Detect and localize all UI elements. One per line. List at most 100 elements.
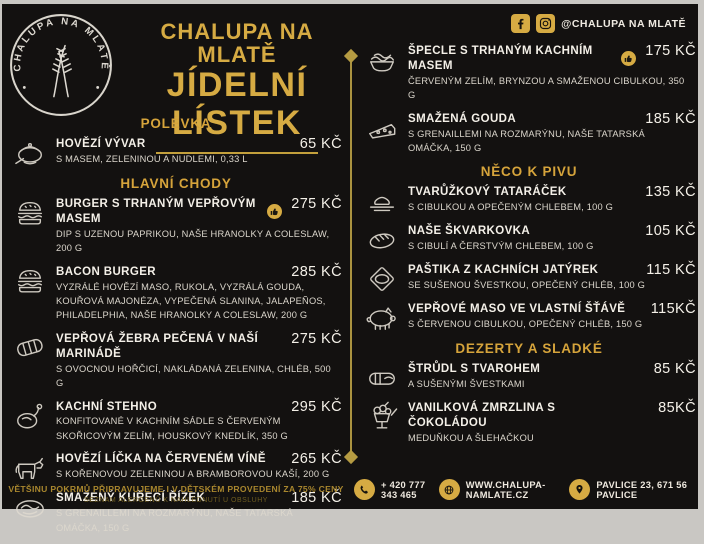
menu-item: PAŠTIKA Z KACHNÍCH JATÝREK SE SUŠENOU ŠVE… bbox=[362, 262, 696, 295]
pig-icon bbox=[362, 302, 402, 334]
column-divider bbox=[350, 56, 352, 457]
item-price: 285 KČ bbox=[291, 263, 342, 280]
header-title-block: CHALUPA NA MLATĚ JÍDELNÍ LÍSTEK bbox=[118, 20, 356, 154]
item-price: 275 KČ bbox=[291, 196, 342, 212]
item-description: S CIBULKOU A OPEČENÝM CHLEBEM, 100 G bbox=[408, 202, 614, 213]
footer-right: + 420 777 343 465 WWW.CHALUPA-NAMLATE.CZ… bbox=[354, 479, 694, 500]
phone-icon bbox=[354, 479, 375, 500]
item-name: VEPŘOVÉ MASO VE VLASTNÍ ŠŤÁVĚ bbox=[408, 303, 626, 316]
burger-icon bbox=[10, 265, 50, 297]
item-name: VANILKOVÁ ZMRZLINA S ČOKOLÁDOU bbox=[408, 402, 556, 430]
website: WWW.CHALUPA-NAMLATE.CZ bbox=[465, 479, 546, 500]
website-contact: WWW.CHALUPA-NAMLATE.CZ bbox=[438, 479, 570, 500]
item-price: 115KČ bbox=[650, 301, 696, 318]
bread-icon bbox=[362, 224, 402, 256]
item-name: TVARŮŽKOVÝ TATARÁČEK bbox=[408, 186, 567, 199]
item-price: 265 KČ bbox=[291, 451, 342, 468]
item-description: SE SUŠENOU ŠVESTKOU, OPEČENÝ CHLÉB, 100 … bbox=[408, 280, 646, 291]
wheat-stalks-icon bbox=[52, 44, 72, 98]
item-description: S CIBULÍ A ČERSTVÝM CHLEBEM, 100 G bbox=[408, 241, 594, 252]
item-price: 135 KČ bbox=[645, 184, 696, 201]
item-price: 65 KČ bbox=[299, 136, 342, 152]
item-description: S GRENAILLEMI NA ROZMARÝNU, NAŠE TATARSK… bbox=[408, 128, 645, 154]
item-price: 85KČ bbox=[658, 400, 696, 417]
menu-item: ŠTRŮDL S TVAROHEM A SUŠENÝMI ŠVESTKAMI 85 … bbox=[362, 361, 696, 394]
restaurant-logo: CHALUPA NA MLATĚ bbox=[7, 11, 115, 119]
menu-item: VANILKOVÁ ZMRZLINA S ČOKOLÁDOU MEDUŇKOU A… bbox=[362, 400, 696, 445]
item-name: BURGER S TRHANÝM VEPŘOVÝM MASEM bbox=[56, 198, 256, 225]
menu-item: NAŠE ŠKVARKOVKA S CIBULÍ A ČERSTVÝM CHLEB… bbox=[362, 223, 696, 256]
item-description: S GRENAILLEMI NA ROZMARÝNU, NAŠE TATARSK… bbox=[56, 508, 293, 533]
spaetzle-icon bbox=[362, 44, 402, 76]
menu-item: SMAŽENÁ GOUDA S GRENAILLEMI NA ROZMARÝNU,… bbox=[362, 110, 696, 156]
item-description: MEDUŇKOU A ŠLEHAČKOU bbox=[408, 433, 534, 444]
map-pin-icon bbox=[569, 479, 591, 500]
menu-item: KACHNÍ STEHNO KONFITOVANÉ V KACHNÍM SÁDLE… bbox=[10, 398, 342, 444]
item-name: PAŠTIKA Z KACHNÍCH JATÝREK bbox=[408, 264, 599, 277]
instagram-icon bbox=[536, 14, 556, 33]
soup-icon bbox=[10, 137, 50, 169]
item-name: NAŠE ŠKVARKOVKA bbox=[408, 225, 531, 238]
item-description: S OVOCNOU HOŘČICÍ, NAKLÁDANÁ ZELENINA, C… bbox=[56, 363, 331, 389]
item-name: HOVĚZÍ VÝVAR bbox=[56, 138, 146, 150]
menu-item: HOVĚZÍ LÍČKA NA ČERVENÉM VÍNĚ S KOŘENOVOU… bbox=[10, 451, 342, 484]
title-underline bbox=[156, 151, 318, 154]
duck-icon bbox=[10, 400, 50, 432]
tartare-icon bbox=[362, 185, 402, 217]
item-price: 275 KČ bbox=[291, 330, 342, 347]
item-description: A SUŠENÝMI ŠVESTKAMI bbox=[408, 379, 525, 390]
menu-root: CHALUPA NA MLATĚ CHALUPA NA MLATĚ JÍDELN… bbox=[2, 4, 698, 533]
menu-item: BACON BURGER VYZRÁLÉ HOVĚZÍ MASO, RUKOLA,… bbox=[10, 263, 342, 323]
section-heading: POLÉVKA bbox=[140, 116, 212, 131]
cheese-icon bbox=[362, 112, 402, 144]
social-handle: @CHALUPA NA MLATĚ bbox=[561, 17, 686, 30]
address: PAVLICE 23, 671 56 PAVLICE bbox=[596, 479, 688, 500]
allergen-note: SEZNAM ALERGENŮ K NAHLÉDNUTÍ U OBSLUHY bbox=[84, 497, 268, 504]
item-description: DIP S UZENOU PAPRIKOU, NAŠE HRANOLKY A C… bbox=[56, 228, 330, 254]
item-description: KONFITOVANÉ V KACHNÍM SÁDLE S ČERVENÝM S… bbox=[56, 416, 288, 441]
children-discount-note: VĚTŠINU POKRMŮ PŘIPRAVUJEME I V DĚTSKÉM … bbox=[8, 484, 344, 494]
section-heading: NĚCO K PIVU bbox=[480, 164, 578, 180]
cow-icon bbox=[10, 452, 50, 484]
ribs-icon bbox=[10, 332, 50, 364]
pate-icon bbox=[362, 263, 402, 295]
item-price: 105 KČ bbox=[645, 223, 696, 240]
item-name: KACHNÍ STEHNO bbox=[56, 400, 158, 413]
page-title: JÍDELNÍ LÍSTEK bbox=[166, 66, 308, 142]
restaurant-name: CHALUPA NA MLATĚ bbox=[160, 19, 314, 68]
menu-item: VEPŘOVÁ ŽEBRA PEČENÁ V NAŠÍ MARINÁDĚ S OV… bbox=[10, 330, 342, 391]
address-contact: PAVLICE 23, 671 56 PAVLICE bbox=[569, 479, 694, 500]
phone-number: + 420 777 343 465 bbox=[381, 479, 426, 500]
thumbs-up-badge bbox=[621, 51, 636, 67]
menu-item: TVARŮŽKOVÝ TATARÁČEK S CIBULKOU A OPEČENÝ… bbox=[362, 184, 696, 217]
section-heading: HLAVNÍ CHODY bbox=[120, 176, 232, 191]
menu-item: VEPŘOVÉ MASO VE VLASTNÍ ŠŤÁVĚ S ČERVENOU … bbox=[362, 301, 696, 334]
left-column: POLÉVKA HOVĚZÍ VÝVAR S MASEM, ZELENINOU A … bbox=[10, 114, 342, 544]
social-bar: @CHALUPA NA MLATĚ bbox=[511, 14, 686, 33]
item-price: 185 KČ bbox=[645, 110, 696, 127]
item-name: SMAŽENÁ GOUDA bbox=[408, 112, 517, 125]
item-name: SMAŽENÝ KUŘECÍ ŘÍZEK bbox=[56, 492, 206, 505]
thumbs-up-badge bbox=[267, 204, 282, 220]
item-description: ČERVENÝM ZELÍM, BRYNZOU A SMAŽENOU CIBUL… bbox=[408, 75, 685, 101]
strudel-icon bbox=[362, 362, 402, 394]
item-description: S MASEM, ZELENINOU A NUDLEMI, 0,33 L bbox=[56, 153, 248, 164]
footer-left: VĚTŠINU POKRMŮ PŘIPRAVUJEME I V DĚTSKÉM … bbox=[6, 484, 346, 504]
item-price: 115 KČ bbox=[646, 262, 696, 279]
section-heading: DEZERTY A SLADKÉ bbox=[455, 341, 603, 357]
right-column: ŠPECLE S TRHANÝM KACHNÍM MASEM ČERVENÝM Z… bbox=[362, 43, 696, 455]
phone-contact: + 420 777 343 465 bbox=[354, 479, 439, 500]
item-price: 175 KČ bbox=[645, 43, 696, 59]
item-name: ŠTRŮDL S TVAROHEM bbox=[408, 363, 541, 376]
item-name: BACON BURGER bbox=[56, 265, 156, 278]
item-description: VYZRÁLÉ HOVĚZÍ MASO, RUKOLA, VYZRÁLÁ GOU… bbox=[56, 281, 326, 321]
item-name: ŠPECLE S TRHANÝM KACHNÍM MASEM bbox=[408, 45, 593, 72]
facebook-icon bbox=[511, 14, 531, 33]
burger-icon bbox=[10, 197, 50, 229]
menu-item: BURGER S TRHANÝM VEPŘOVÝM MASEM DIP S UZE… bbox=[10, 196, 342, 256]
item-description: S ČERVENOU CIBULKOU, OPEČENÝ CHLÉB, 150 … bbox=[408, 319, 643, 330]
item-price: 295 KČ bbox=[291, 398, 342, 415]
globe-icon bbox=[438, 479, 460, 500]
sundae-icon bbox=[362, 401, 402, 433]
item-price: 85 KČ bbox=[653, 361, 696, 378]
